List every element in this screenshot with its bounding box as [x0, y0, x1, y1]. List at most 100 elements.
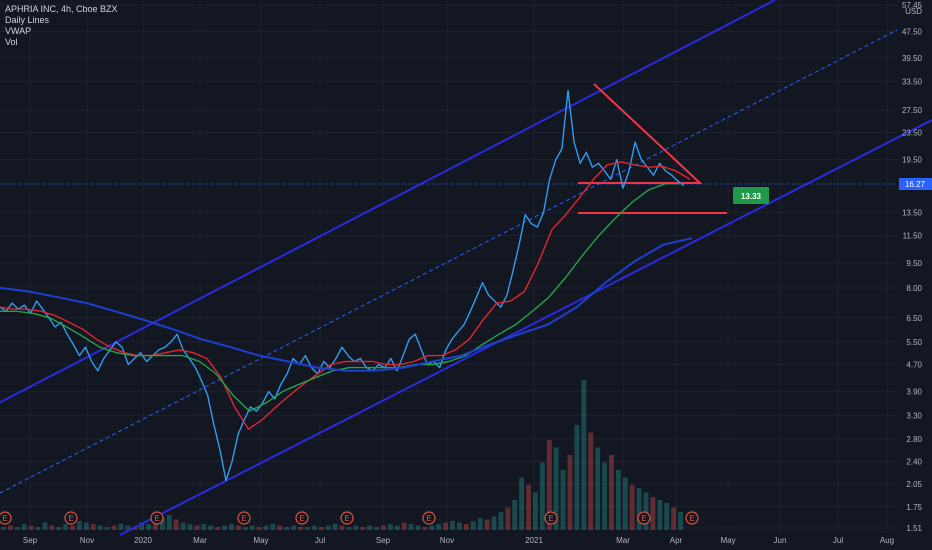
channel-upper-line: [0, 0, 776, 404]
volume-bar: [539, 462, 545, 530]
volume-bar: [201, 524, 207, 530]
volume-bar: [166, 515, 172, 530]
volume-bar: [512, 500, 518, 530]
volume-bar: [318, 527, 324, 530]
time-tick-label: 2021: [525, 536, 543, 545]
time-tick-label: May: [253, 536, 268, 545]
volume-bar: [208, 525, 214, 530]
time-tick-label: Apr: [670, 536, 683, 545]
volume-bar: [505, 507, 511, 530]
earnings-marker-icon[interactable]: [64, 511, 78, 525]
volume-bar: [436, 524, 442, 530]
earnings-marker-icon[interactable]: [295, 511, 309, 525]
trend-drawings: [0, 0, 932, 536]
earnings-marker-icon[interactable]: [637, 511, 651, 525]
volume-bar: [229, 524, 234, 530]
price-tick-label: 33.50: [902, 78, 923, 87]
volume-bar: [332, 524, 338, 530]
volume-bar: [429, 525, 435, 530]
volume-bar: [173, 519, 179, 530]
volume-bar: [263, 525, 269, 530]
time-axis[interactable]: Sep Nov 2020 Mar May Jul Sep Nov 2021 Mar Apr May Ju…: [23, 536, 894, 545]
indicator-vol[interactable]: Vol: [5, 37, 18, 47]
volume-bar: [360, 527, 366, 530]
time-tick-label: Jul: [315, 536, 325, 545]
earnings-marker-icon[interactable]: [422, 511, 436, 525]
volume-bar: [187, 524, 193, 530]
earnings-marker-icon[interactable]: [340, 511, 354, 525]
price-axis-unit: USD: [905, 7, 922, 16]
earnings-marker-icon[interactable]: [685, 511, 699, 525]
symbol-title[interactable]: APHRIA INC, 4h, Cboe BZX: [5, 4, 118, 14]
volume-bar: [180, 522, 186, 530]
volume-bar: [609, 455, 614, 530]
volume-bar: [139, 522, 145, 530]
time-tick-label: Sep: [376, 536, 391, 545]
volume-bar: [374, 527, 379, 530]
price-axis[interactable]: 57.45 47.50 39.50 33.50 27.50 23.50 19.50 13.50…: [902, 1, 923, 533]
volume-bar: [595, 447, 601, 530]
volume-bar: [678, 512, 683, 530]
earnings-marker-label: E: [641, 514, 646, 523]
earnings-marker-label: E: [154, 514, 159, 523]
volume-bar: [242, 527, 248, 530]
earnings-marker-label: E: [689, 514, 694, 523]
earnings-marker-icon[interactable]: [544, 511, 558, 525]
series-line-ma_fast: [0, 161, 691, 430]
series-line-ma_slow: [0, 182, 682, 412]
target-tag-box: [733, 187, 769, 204]
time-tick-label: May: [720, 536, 735, 545]
volume-bar: [235, 525, 241, 530]
volume-bar: [650, 497, 656, 530]
time-tick-label: Mar: [616, 536, 630, 545]
volume-bar: [408, 524, 414, 530]
volume-bar: [118, 524, 124, 530]
volume-bar: [450, 521, 455, 530]
volume-bar: [222, 525, 227, 530]
volume-bar: [526, 485, 531, 530]
price-tick-label: 1.75: [906, 503, 922, 512]
indicator-vwap[interactable]: VWAP: [5, 26, 32, 36]
volume-bar: [422, 527, 428, 530]
volume-bar: [249, 525, 255, 530]
volume-bar: [97, 525, 103, 530]
volume-bar: [470, 521, 476, 530]
volume-bar: [491, 516, 497, 530]
volume-bar: [90, 524, 96, 530]
volume-bar: [70, 525, 75, 530]
price-tags: 16.27 13.33: [727, 178, 932, 213]
volume-bar: [622, 477, 628, 530]
volume-bar: [153, 521, 158, 530]
volume-bar: [256, 527, 262, 530]
volume-bar: [35, 527, 41, 530]
price-tick-label: 1.51: [906, 524, 922, 533]
volume-bar: [83, 522, 89, 530]
earnings-marker-label: E: [68, 514, 73, 523]
indicator-daily-lines[interactable]: Daily Lines: [5, 15, 50, 25]
earnings-marker-icon[interactable]: [0, 511, 12, 525]
volume-bar: [671, 507, 677, 530]
volume-bar: [28, 525, 34, 530]
time-tick-label: Jun: [774, 536, 787, 545]
volume-bar: [21, 524, 27, 530]
price-tick-label: 23.50: [902, 129, 923, 138]
chart-legend: APHRIA INC, 4h, Cboe BZX Daily Lines VWA…: [5, 4, 118, 48]
volume-bar: [664, 503, 670, 530]
volume-bar: [498, 512, 504, 530]
earnings-marker-label: E: [548, 514, 553, 523]
volume-bar: [387, 524, 393, 530]
volume-bar: [567, 455, 573, 530]
price-tick-label: 2.05: [906, 480, 922, 489]
earnings-marker-icon[interactable]: [237, 511, 251, 525]
volume-bar: [298, 527, 303, 530]
price-tick-label: 39.50: [902, 54, 923, 63]
volume-bar: [270, 524, 276, 530]
price-tick-label: 8.00: [906, 284, 922, 293]
volume-bar: [519, 477, 525, 530]
last-price-value: 16.27: [905, 180, 926, 189]
earnings-marker-icon[interactable]: [150, 511, 164, 525]
price-tick-label: 6.50: [906, 314, 922, 323]
price-tick-label: 2.40: [906, 457, 922, 466]
